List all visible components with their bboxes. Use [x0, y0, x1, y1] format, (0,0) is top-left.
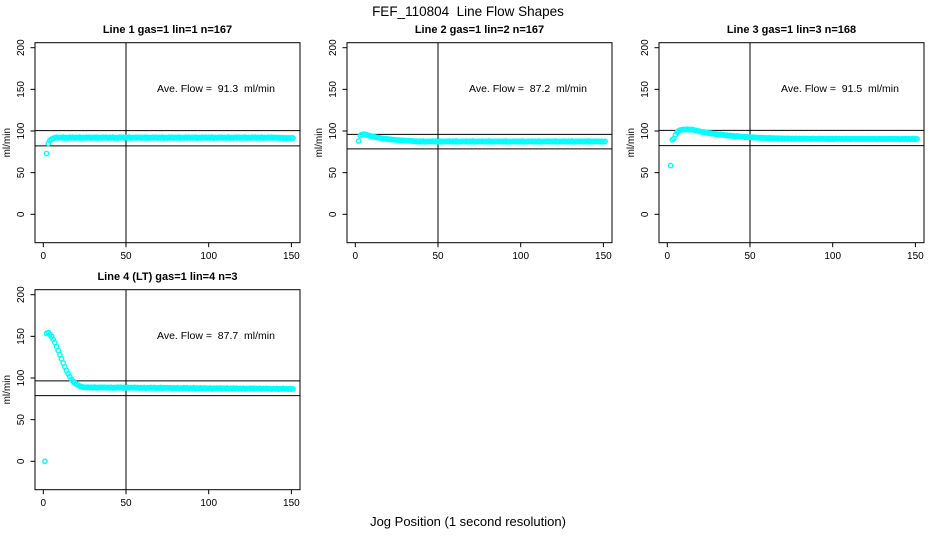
svg-text:150: 150	[283, 498, 300, 509]
panel-title: Line 1 gas=1 lin=1 n=167	[102, 24, 233, 36]
svg-text:0: 0	[16, 458, 27, 464]
svg-text:200: 200	[16, 286, 27, 303]
svg-text:50: 50	[120, 251, 132, 262]
svg-text:150: 150	[16, 81, 27, 98]
svg-text:150: 150	[907, 251, 924, 262]
plot-area: 0 50 100 150 0 50 100 150 200 ml/min	[2, 286, 301, 509]
ave-flow-annotation: Ave. Flow = 87.7 ml/min	[157, 330, 275, 342]
svg-text:100: 100	[200, 251, 217, 262]
svg-text:150: 150	[640, 81, 651, 98]
figure-xlabel: Jog Position (1 second resolution)	[370, 514, 566, 529]
svg-text:200: 200	[328, 39, 339, 56]
figure-title: FEF_110804 Line Flow Shapes	[372, 4, 564, 19]
svg-text:100: 100	[16, 122, 27, 139]
svg-text:0: 0	[353, 251, 359, 262]
plot-area: 0 50 100 150 0 50 100 150 200 ml/min	[314, 39, 613, 262]
svg-text:ml/min: ml/min	[314, 128, 325, 157]
svg-text:50: 50	[640, 167, 651, 179]
svg-text:ml/min: ml/min	[626, 128, 637, 157]
panel-line-3: Line 3 gas=1 lin=3 n=168 Ave. Flow = 91.…	[624, 0, 936, 270]
svg-text:100: 100	[200, 498, 217, 509]
svg-text:150: 150	[328, 81, 339, 98]
svg-text:50: 50	[16, 414, 27, 426]
svg-text:ml/min: ml/min	[2, 375, 13, 404]
svg-text:100: 100	[16, 369, 27, 386]
svg-text:0: 0	[640, 211, 651, 217]
svg-text:150: 150	[595, 251, 612, 262]
svg-text:100: 100	[328, 122, 339, 139]
svg-text:50: 50	[328, 167, 339, 179]
panel-line-2: Line 2 gas=1 lin=2 n=167 Ave. Flow = 87.…	[312, 0, 624, 270]
ave-flow-annotation: Ave. Flow = 91.3 ml/min	[157, 83, 275, 95]
panel-line-4: Line 4 (LT) gas=1 lin=4 n=3 Ave. Flow = …	[0, 247, 312, 517]
svg-text:100: 100	[640, 122, 651, 139]
ave-flow-annotation: Ave. Flow = 91.5 ml/min	[781, 83, 899, 95]
svg-text:50: 50	[16, 167, 27, 179]
plot-area: 0 50 100 150 0 50 100 150 200 ml/min	[2, 39, 301, 262]
svg-text:150: 150	[283, 251, 300, 262]
svg-text:0: 0	[16, 211, 27, 217]
svg-text:50: 50	[432, 251, 444, 262]
svg-text:200: 200	[640, 39, 651, 56]
plot-area: 0 50 100 150 0 50 100 150 200 ml/min	[626, 39, 925, 262]
panel-line-1: Line 1 gas=1 lin=1 n=167 Ave. Flow = 91.…	[0, 0, 312, 270]
svg-text:ml/min: ml/min	[2, 128, 13, 157]
panel-title: Line 4 (LT) gas=1 lin=4 n=3	[97, 271, 238, 283]
svg-text:0: 0	[41, 251, 47, 262]
svg-text:0: 0	[328, 211, 339, 217]
svg-text:0: 0	[665, 251, 671, 262]
panel-title: Line 3 gas=1 lin=3 n=168	[726, 24, 857, 36]
svg-text:150: 150	[16, 328, 27, 345]
svg-text:100: 100	[824, 251, 841, 262]
svg-text:200: 200	[16, 39, 27, 56]
svg-text:100: 100	[512, 251, 529, 262]
svg-text:50: 50	[744, 251, 756, 262]
svg-text:50: 50	[120, 498, 132, 509]
ave-flow-annotation: Ave. Flow = 87.2 ml/min	[469, 83, 587, 95]
svg-text:0: 0	[41, 498, 47, 509]
panel-title: Line 2 gas=1 lin=2 n=167	[414, 24, 545, 36]
